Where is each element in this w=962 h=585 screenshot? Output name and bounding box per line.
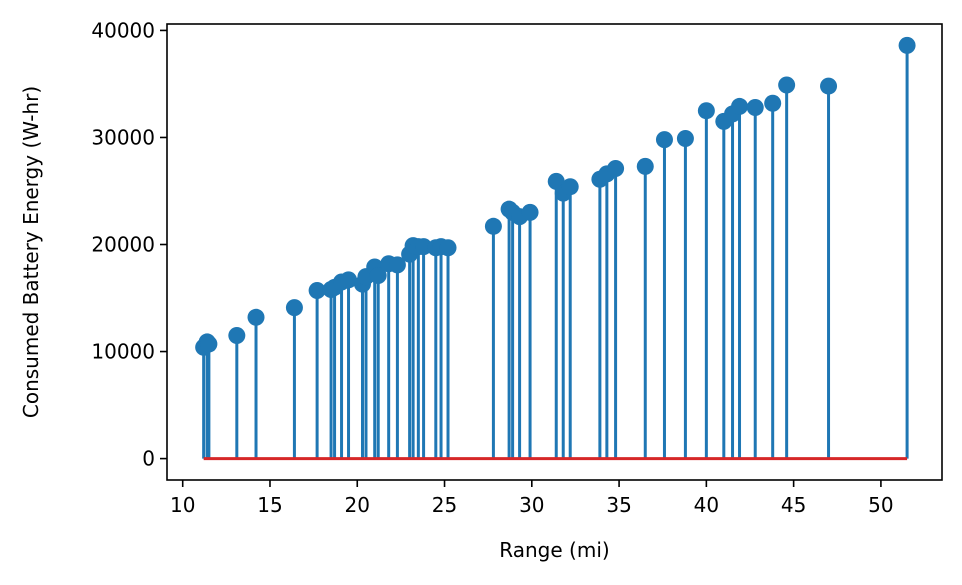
stem-marker [697, 102, 715, 120]
stem-marker [308, 282, 326, 300]
x-tick-label: 45 [781, 493, 806, 517]
stem-marker [778, 76, 796, 94]
stem-marker [655, 131, 673, 149]
stem-marker [228, 326, 246, 344]
stem-marker [561, 178, 579, 196]
x-axis-ticks: 10 15 20 25 30 35 40 45 50 [170, 480, 894, 517]
stem-marker [521, 203, 539, 221]
stem-marker [484, 217, 502, 235]
x-tick-label: 20 [345, 493, 370, 517]
y-tick-label: 10000 [91, 340, 155, 364]
y-tick-label: 20000 [91, 233, 155, 257]
x-tick-label: 50 [868, 493, 893, 517]
x-axis-label: Range (mi) [499, 538, 609, 562]
stem-marker [200, 335, 218, 353]
stem-marker [676, 130, 694, 148]
stem-marker [731, 97, 749, 115]
y-tick-label: 30000 [91, 125, 155, 149]
stem-marker [439, 239, 457, 257]
stem-marker [415, 238, 433, 256]
x-tick-label: 40 [694, 493, 719, 517]
stem-series [202, 45, 909, 459]
stem-marker [636, 157, 654, 175]
stem-marker [388, 256, 406, 274]
axes-frame [166, 23, 943, 481]
stem-marker [764, 94, 782, 112]
stem-marker [285, 299, 303, 317]
y-tick-label: 0 [142, 447, 155, 471]
x-tick-label: 25 [432, 493, 457, 517]
stem-marker [607, 160, 625, 178]
stem-marker [247, 308, 265, 326]
stem-marker [340, 271, 358, 289]
x-tick-label: 10 [170, 493, 195, 517]
stem-marker [820, 77, 838, 95]
stem-marker [369, 267, 387, 285]
x-tick-label: 35 [606, 493, 631, 517]
marker-series [195, 36, 916, 356]
stem-marker [746, 98, 764, 116]
x-tick-label: 15 [257, 493, 282, 517]
x-tick-label: 30 [519, 493, 544, 517]
y-axis-label: Consumed Battery Energy (W-hr) [19, 86, 43, 418]
stem-marker [898, 36, 916, 54]
y-tick-label: 40000 [91, 18, 155, 42]
y-axis-ticks: 0 10000 20000 30000 40000 [91, 18, 167, 471]
